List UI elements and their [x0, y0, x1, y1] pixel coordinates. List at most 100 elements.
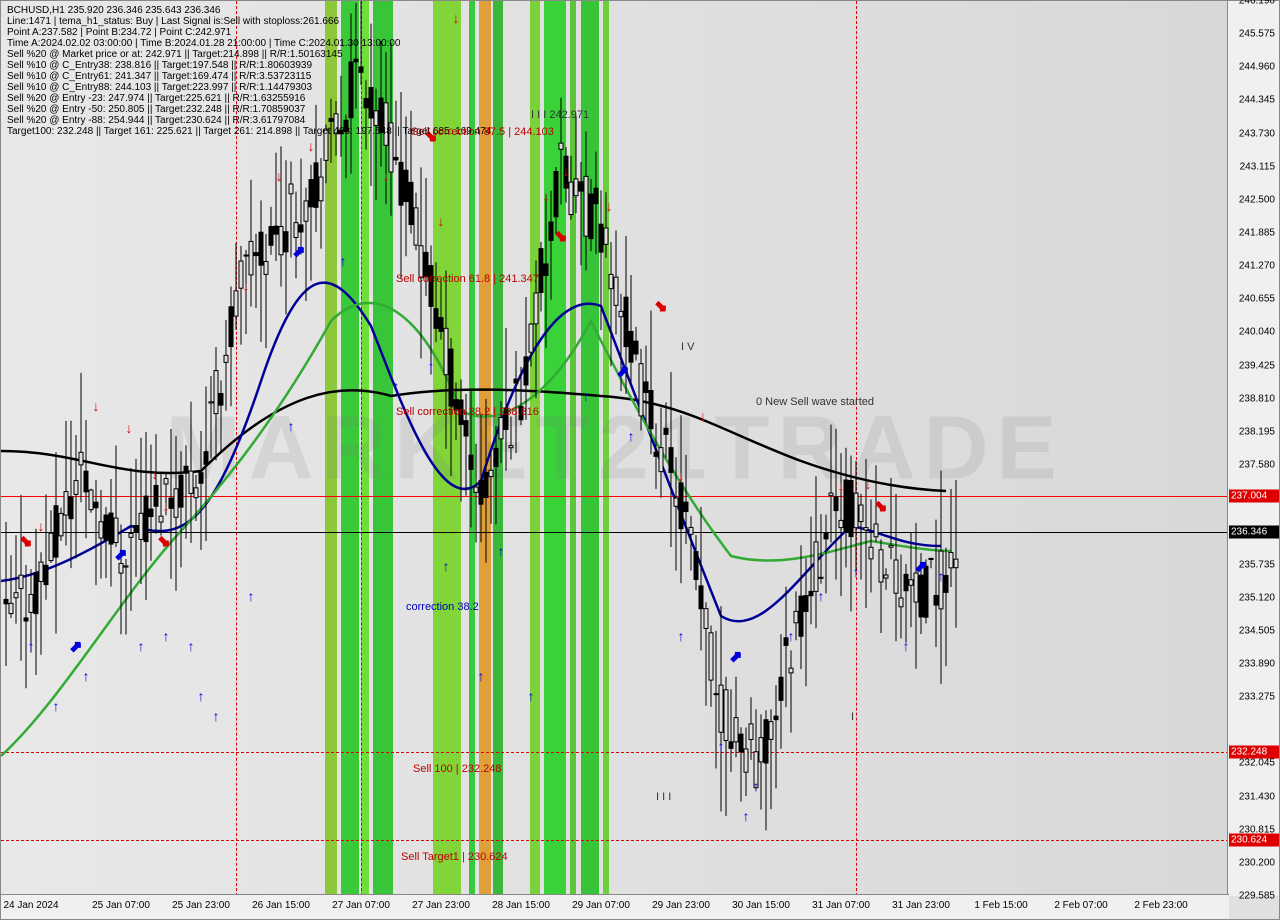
svg-text:↑: ↑: [818, 588, 825, 604]
symbol-line: BCHUSD,H1 235.920 236.346 235.643 236.34…: [7, 5, 491, 16]
svg-text:↓: ↓: [243, 278, 250, 294]
svg-text:↑: ↑: [138, 638, 145, 654]
svg-text:↓: ↓: [276, 168, 283, 184]
chart-annotation: I V: [681, 341, 694, 353]
svg-text:↑: ↑: [213, 708, 220, 724]
chart-annotation: 0 New Sell wave started: [756, 396, 874, 408]
svg-text:⇗: ⇗: [915, 558, 927, 574]
y-tick-label: 243.730: [1239, 128, 1275, 139]
chart-annotation: I I I 242.971: [531, 109, 589, 121]
info-line-5: Sell %10 @ C_Entry38: 238.816 || Target:…: [7, 60, 491, 71]
price-tag: 230.624: [1229, 833, 1279, 846]
svg-text:↓: ↓: [308, 138, 315, 154]
svg-text:↑: ↑: [163, 628, 170, 644]
svg-text:⇗: ⇗: [730, 648, 742, 664]
svg-text:↑: ↑: [743, 808, 750, 824]
info-line-10: Sell %20 @ Entry -88: 254.944 || Target:…: [7, 115, 491, 126]
x-tick-label: 24 Jan 2024: [3, 900, 58, 911]
y-tick-label: 238.810: [1239, 393, 1275, 404]
svg-text:↑: ↑: [83, 668, 90, 684]
info-line-1: Line:1471 | tema_h1_status: Buy | Last S…: [7, 16, 491, 27]
x-tick-label: 25 Jan 23:00: [172, 900, 230, 911]
svg-text:↑: ↑: [248, 588, 255, 604]
svg-text:↓: ↓: [678, 468, 685, 484]
info-line-3: Time A:2024.02.02 03:00:00 | Time B:2024…: [7, 38, 491, 49]
chart-annotation: I: [851, 711, 854, 723]
x-tick-label: 1 Feb 15:00: [974, 900, 1027, 911]
svg-text:↓: ↓: [438, 213, 445, 229]
svg-text:↑: ↑: [903, 638, 910, 654]
svg-text:↓: ↓: [152, 466, 159, 482]
svg-text:↑: ↑: [528, 688, 535, 704]
svg-text:↑: ↑: [753, 778, 760, 794]
x-tick-label: 31 Jan 23:00: [892, 900, 950, 911]
y-tick-label: 242.500: [1239, 194, 1275, 205]
svg-text:↑: ↑: [678, 628, 685, 644]
y-tick-label: 241.885: [1239, 228, 1275, 239]
svg-text:↑: ↑: [53, 698, 60, 714]
svg-text:↑: ↑: [718, 738, 725, 754]
y-tick-label: 229.585: [1239, 891, 1275, 902]
y-tick-label: 235.120: [1239, 592, 1275, 603]
y-tick-label: 233.890: [1239, 658, 1275, 669]
info-line-4: Sell %20 @ Market price or at: 242.971 |…: [7, 49, 491, 60]
svg-text:⇗: ⇗: [617, 363, 629, 379]
y-tick-label: 244.960: [1239, 62, 1275, 73]
svg-text:⇘: ⇘: [875, 498, 887, 514]
svg-text:↑: ↑: [938, 568, 945, 584]
x-tick-label: 31 Jan 07:00: [812, 900, 870, 911]
chart-annotation: Sell correction 87.5 | 244.103: [411, 126, 554, 138]
svg-text:↑: ↑: [198, 688, 205, 704]
info-line-2: Point A:237.582 | Point B:234.72 | Point…: [7, 27, 491, 38]
x-tick-label: 2 Feb 07:00: [1054, 900, 1107, 911]
svg-text:↑: ↑: [478, 668, 485, 684]
svg-text:↓: ↓: [700, 408, 707, 424]
svg-text:⇘: ⇘: [655, 298, 667, 314]
y-tick-label: 235.735: [1239, 559, 1275, 570]
svg-text:↑: ↑: [288, 418, 295, 434]
x-axis: 24 Jan 2024 25 Jan 07:00 25 Jan 23:00 26 Ja…: [1, 894, 1229, 919]
svg-text:↓: ↓: [38, 518, 45, 534]
y-tick-label: 237.580: [1239, 460, 1275, 471]
chart-annotation: Sell Target1 | 230.624: [401, 851, 508, 863]
x-tick-label: 27 Jan 23:00: [412, 900, 470, 911]
chart-annotation: I I I: [656, 791, 671, 803]
info-line-9: Sell %20 @ Entry -50: 250.805 || Target:…: [7, 104, 491, 115]
svg-text:⇘: ⇘: [20, 533, 32, 549]
price-tag: 236.346: [1229, 525, 1279, 538]
svg-text:↑: ↑: [853, 564, 860, 580]
svg-text:⇗: ⇗: [293, 243, 305, 259]
svg-text:↑: ↑: [788, 628, 795, 644]
chart-annotation: Sell 100 | 232.248: [413, 763, 501, 775]
x-tick-label: 27 Jan 07:00: [332, 900, 390, 911]
y-tick-label: 244.345: [1239, 95, 1275, 106]
svg-text:⇗: ⇗: [115, 546, 127, 562]
x-tick-label: 2 Feb 23:00: [1134, 900, 1187, 911]
svg-text:↑: ↑: [188, 638, 195, 654]
price-tag: 237.004: [1229, 490, 1279, 503]
price-tag: 232.248: [1229, 746, 1279, 759]
svg-text:↓: ↓: [93, 398, 100, 414]
y-tick-label: 240.040: [1239, 327, 1275, 338]
x-tick-label: 26 Jan 15:00: [252, 900, 310, 911]
chart-annotation: correction 38.2: [406, 601, 479, 613]
svg-text:↑: ↑: [498, 543, 505, 559]
svg-text:↓: ↓: [163, 498, 170, 514]
svg-text:↑: ↑: [340, 253, 347, 269]
svg-text:↑: ↑: [28, 638, 35, 654]
y-tick-label: 233.275: [1239, 692, 1275, 703]
chart-annotation: Sell correction 61.8 | 241.347: [396, 273, 539, 285]
x-tick-label: 25 Jan 07:00: [92, 900, 150, 911]
x-tick-label: 30 Jan 15:00: [732, 900, 790, 911]
chart-area[interactable]: MARKET21TRADE ↑↑↑↑↑↑↑↑↑↑↑↑↑↑↑↑↑↑↑↑↑↑↑↑↑↑…: [1, 1, 1229, 896]
svg-text:↓: ↓: [838, 478, 845, 494]
svg-text:↓: ↓: [383, 168, 390, 184]
svg-text:↑: ↑: [428, 358, 435, 374]
svg-text:⇘: ⇘: [158, 533, 170, 549]
y-axis: 246.190245.575244.960244.345243.730243.1…: [1227, 1, 1279, 896]
info-line-6: Sell %10 @ C_Entry61: 241.347 || Target:…: [7, 71, 491, 82]
y-tick-label: 243.115: [1240, 161, 1275, 172]
y-tick-label: 232.045: [1239, 758, 1275, 769]
svg-text:↑: ↑: [628, 428, 635, 444]
y-tick-label: 230.200: [1239, 857, 1275, 868]
